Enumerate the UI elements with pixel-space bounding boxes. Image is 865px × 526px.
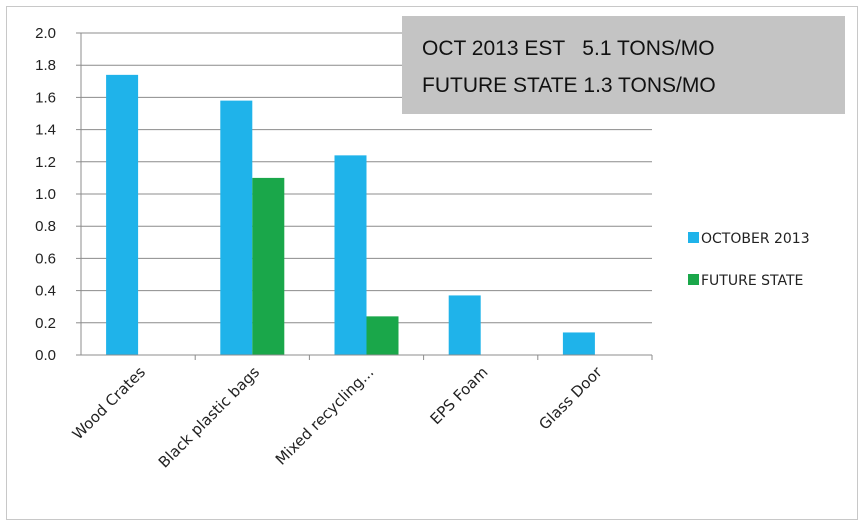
bar	[106, 74, 139, 356]
legend-label: FUTURE STATE	[701, 273, 803, 289]
y-tick-label: 0.6	[35, 250, 56, 267]
y-tick-label: 1.4	[35, 122, 56, 139]
bar	[220, 100, 253, 356]
y-tick-label: 0.8	[35, 218, 56, 235]
gridlines	[81, 32, 652, 324]
annotation-box: OCT 2013 EST 5.1 TONS/MO FUTURE STATE 1.…	[402, 16, 845, 114]
y-tick-label: 0.0	[35, 347, 56, 364]
y-tick-label: 0.4	[35, 283, 56, 300]
legend-swatch	[688, 232, 699, 243]
bar	[562, 332, 595, 355]
category-label: EPS Foam	[427, 363, 492, 428]
y-tick-label: 0.2	[35, 315, 56, 332]
category-label: Wood Crates	[69, 363, 149, 443]
bar	[366, 316, 399, 355]
bar	[334, 155, 367, 355]
y-tick-label: 1.2	[35, 154, 56, 171]
bars	[106, 74, 595, 356]
category-label: Mixed recycling...	[272, 363, 377, 468]
bar	[252, 177, 285, 355]
axes	[76, 32, 653, 360]
legend-label: OCTOBER 2013	[701, 231, 810, 247]
category-label: Glass Door	[535, 363, 606, 434]
y-tick-label: 2.0	[35, 25, 56, 42]
y-tick-label: 1.8	[35, 57, 56, 74]
legend-swatch	[688, 274, 699, 285]
bar	[448, 295, 481, 355]
category-label: Black plastic bags	[155, 363, 263, 471]
y-tick-label: 1.0	[35, 186, 56, 203]
annotation-line-1: OCT 2013 EST 5.1 TONS/MO	[422, 37, 715, 60]
legend: OCTOBER 2013 FUTURE STATE	[688, 231, 810, 289]
annotation-background	[402, 16, 845, 114]
y-tick-label: 1.6	[35, 89, 56, 106]
annotation-line-2: FUTURE STATE 1.3 TONS/MO	[422, 74, 716, 97]
